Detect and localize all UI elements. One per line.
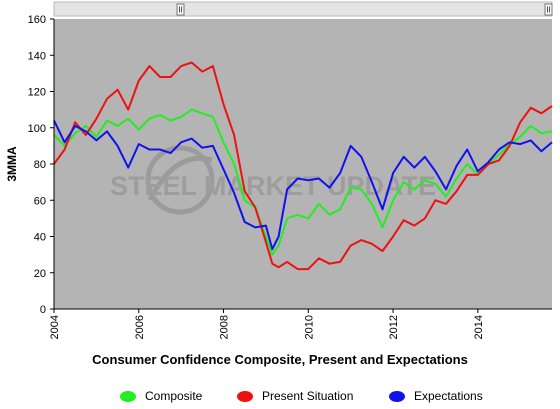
navigator-left-handle[interactable] — [176, 3, 185, 16]
y-tick-label: 20 — [34, 268, 46, 280]
series-line-composite[interactable] — [53, 108, 553, 256]
x-tick-label: 2010 — [303, 315, 315, 339]
legend-marker-composite — [120, 390, 136, 402]
series-line-expectations[interactable] — [53, 120, 553, 251]
legend-item-present-situation[interactable]: Present Situation — [237, 389, 353, 403]
range-navigator[interactable] — [53, 1, 553, 17]
legend: Composite Present Situation Expectations — [0, 389, 560, 409]
legend-marker-present-situation — [237, 390, 253, 402]
legend-item-expectations[interactable]: Expectations — [389, 389, 483, 403]
x-ticks: 2004 2006 2008 2010 2012 2014 — [49, 309, 485, 339]
x-tick-label: 2012 — [388, 315, 400, 339]
x-tick-label: 2014 — [473, 315, 485, 339]
y-tick-label: 140 — [28, 50, 46, 62]
series-line-present-situation[interactable] — [53, 61, 553, 271]
series-layer — [53, 61, 553, 271]
y-tick-label: 60 — [34, 195, 46, 207]
x-tick-label: 2004 — [49, 315, 61, 339]
legend-label: Composite — [145, 389, 203, 403]
y-tick-label: 0 — [40, 304, 46, 316]
line-chart: STEEL MARKET UPDATE 0 20 40 60 80 100 120 140 16… — [5, 1, 553, 339]
watermark-text: STEEL MARKET UPDATE — [110, 171, 436, 201]
x-tick-label: 2008 — [219, 315, 231, 339]
y-tick-label: 160 — [28, 14, 46, 26]
x-tick-label: 2006 — [134, 315, 146, 339]
legend-label: Present Situation — [262, 389, 354, 403]
y-tick-label: 80 — [34, 159, 46, 171]
legend-marker-expectations — [389, 390, 405, 402]
plot-area — [54, 19, 552, 309]
navigator-right-handle[interactable] — [544, 3, 553, 16]
legend-label: Expectations — [414, 389, 483, 403]
y-ticks: 0 20 40 60 80 100 120 140 160 — [28, 14, 54, 316]
y-tick-label: 120 — [28, 87, 46, 99]
legend-item-composite[interactable]: Composite — [120, 389, 202, 403]
y-tick-label: 100 — [28, 123, 46, 135]
y-axis-label: 3MMA — [5, 146, 19, 182]
chart-title: Consumer Confidence Composite, Present a… — [92, 352, 468, 367]
y-tick-label: 40 — [34, 232, 46, 244]
watermark-logo: STEEL MARKET UPDATE — [110, 145, 436, 215]
